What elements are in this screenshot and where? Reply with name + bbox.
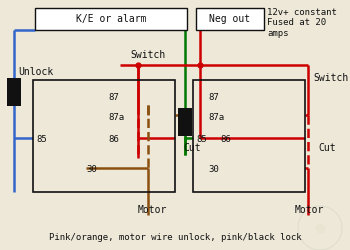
Text: Switch: Switch — [313, 73, 348, 83]
Bar — [193, 80, 305, 192]
Text: 86: 86 — [108, 136, 119, 144]
Text: 85: 85 — [196, 136, 207, 144]
Text: Cut: Cut — [183, 143, 201, 153]
Text: 85: 85 — [36, 136, 47, 144]
Text: 30: 30 — [86, 166, 97, 174]
Text: 86: 86 — [220, 136, 231, 144]
Text: Motor: Motor — [137, 205, 167, 215]
Text: 87: 87 — [108, 92, 119, 102]
Bar — [35, 8, 187, 30]
Text: Motor: Motor — [295, 205, 324, 215]
Text: 87: 87 — [208, 92, 219, 102]
Text: Pink/orange, motor wire unlock, pink/black lock: Pink/orange, motor wire unlock, pink/bla… — [49, 234, 301, 242]
Text: 30: 30 — [208, 166, 219, 174]
Bar — [33, 80, 175, 192]
Text: Neg out: Neg out — [209, 14, 251, 24]
Text: Unlock: Unlock — [18, 67, 53, 77]
Bar — [178, 108, 192, 136]
Text: Cut: Cut — [318, 143, 336, 153]
Text: Switch: Switch — [130, 50, 166, 60]
Text: 87a: 87a — [108, 112, 124, 122]
Text: K/E or alarm: K/E or alarm — [76, 14, 146, 24]
Text: 12v+ constant
Fused at 20
amps: 12v+ constant Fused at 20 amps — [267, 8, 337, 38]
Bar — [7, 78, 21, 106]
Bar — [196, 8, 264, 30]
Text: 87a: 87a — [208, 112, 224, 122]
